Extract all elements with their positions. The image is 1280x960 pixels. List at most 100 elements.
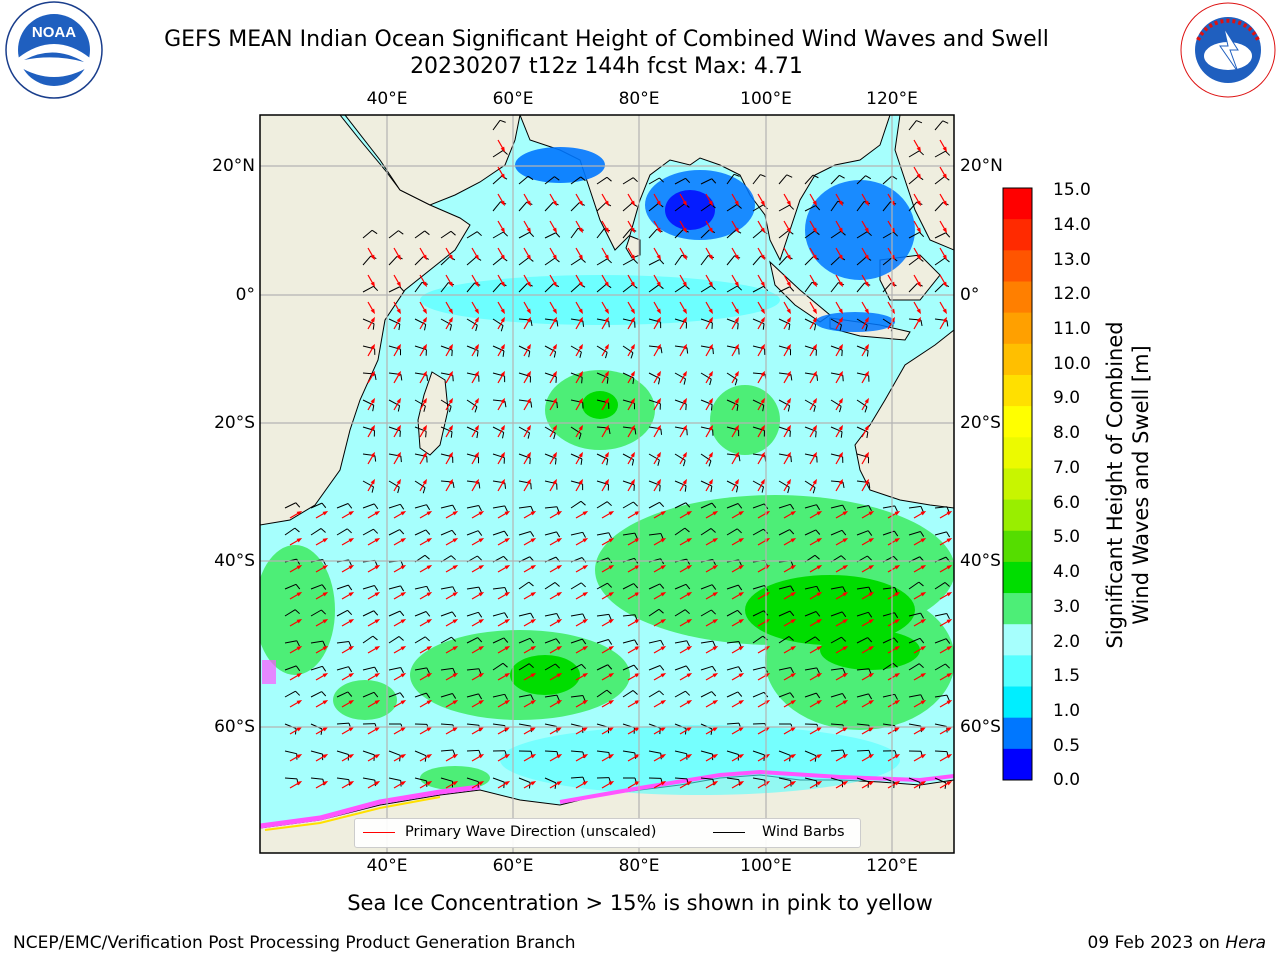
wind-barb	[778, 667, 791, 671]
wind-barb-flag	[892, 662, 898, 668]
wind-barb	[830, 636, 842, 644]
wind-barb	[752, 691, 765, 698]
wind-barb	[908, 612, 921, 617]
wind-barb-flag	[839, 174, 845, 179]
wind-barb	[934, 283, 944, 293]
wind-barb-flag	[634, 428, 637, 435]
wave-direction-arrowhead	[400, 754, 407, 759]
wave-direction-arrowhead	[374, 619, 381, 624]
wind-barb-flag	[452, 693, 457, 699]
wave-direction-arrowhead	[842, 511, 849, 516]
wind-barb-flag	[788, 323, 791, 331]
wind-barb	[804, 256, 814, 266]
wave-direction-arrowhead	[396, 308, 401, 315]
wave-high-8	[420, 766, 490, 790]
wave-direction-arrowhead	[656, 227, 661, 234]
wave-direction-arrowhead	[478, 727, 485, 732]
wave-direction-arrowhead	[374, 754, 381, 759]
wind-barb	[700, 502, 713, 509]
wind-barb	[700, 178, 713, 185]
colorbar-segment	[1003, 593, 1032, 625]
wave-direction-arrowhead	[370, 316, 375, 323]
wind-barb	[362, 635, 374, 644]
wind-barb	[492, 530, 505, 536]
wave-direction-arrowhead	[920, 754, 927, 759]
wave-direction-arrowhead	[296, 754, 303, 759]
wind-barb	[518, 231, 530, 239]
wave-direction-arrowhead	[452, 673, 459, 678]
wind-barb-flag	[294, 609, 300, 615]
wave-direction-arrowhead	[708, 308, 713, 315]
wave-direction-arrowhead	[660, 673, 667, 678]
wave-direction-arrowhead	[370, 370, 375, 377]
wave-direction-arrowhead	[552, 308, 557, 315]
wind-barb-flag	[658, 690, 664, 696]
wind-barb	[674, 665, 687, 671]
wave-direction-arrowhead	[452, 781, 459, 786]
wave-direction-arrowhead	[682, 316, 687, 323]
wind-barb	[388, 230, 399, 239]
wave-direction-arrowhead	[400, 619, 407, 624]
wave-direction-arrowhead	[374, 700, 381, 705]
wind-barb-flag	[657, 459, 660, 466]
wind-barb	[934, 506, 947, 509]
wind-barb-flag	[786, 174, 793, 178]
colorbar-label: 8.0	[1053, 423, 1081, 443]
wave-direction-arrowhead	[816, 727, 823, 732]
wave-direction-arrowhead	[582, 538, 589, 543]
wind-barb-flag	[322, 559, 326, 566]
wind-barb-flag	[296, 558, 301, 565]
wave-direction-arrowhead	[734, 281, 739, 288]
wind-barb	[622, 690, 634, 698]
wind-barb-flag	[426, 667, 430, 674]
wind-barb	[648, 259, 660, 266]
wind-barb-flag	[400, 374, 403, 381]
wave-direction-arrowhead	[608, 565, 615, 570]
wind-barb	[934, 257, 946, 266]
wind-barb-flag	[842, 668, 846, 675]
wind-barb-flag	[606, 501, 612, 507]
wind-barb-flag	[373, 691, 379, 698]
wave-direction-arrowhead	[682, 254, 687, 261]
wind-barb-flag	[684, 609, 690, 615]
wind-barb	[518, 175, 529, 185]
wind-barb-flag	[868, 586, 872, 593]
wave-direction-arrowhead	[868, 781, 875, 786]
wave-direction-arrowhead	[526, 308, 531, 315]
wind-barb	[570, 453, 583, 460]
wind-barb	[674, 640, 687, 644]
wave-direction-arrowhead	[500, 146, 505, 153]
wind-barb	[648, 583, 661, 590]
wave-direction-arrowhead	[296, 511, 303, 516]
wind-barb-flag	[555, 638, 561, 644]
wind-barb	[726, 750, 739, 755]
wind-barb-flag	[529, 232, 535, 238]
wave-direction-arrowhead	[660, 700, 667, 705]
colorbar-label: 0.0	[1053, 770, 1081, 790]
wave-direction-arrowhead	[530, 727, 537, 732]
wind-barb-flag	[790, 374, 793, 381]
wave-direction-arrowhead	[500, 254, 505, 261]
wave-direction-arrowhead	[760, 451, 765, 458]
footer-date: 09 Feb 2023 on Hera	[1088, 933, 1266, 953]
wave-direction-arrowhead	[578, 200, 583, 207]
wave-direction-arrowhead	[842, 646, 849, 651]
wind-barb	[284, 502, 297, 509]
colorbar-segment	[1003, 250, 1032, 282]
wind-barb-flag	[632, 177, 638, 183]
wind-barb-flag	[867, 612, 873, 618]
wave-direction-arrowhead	[426, 565, 433, 570]
wave-direction-arrowhead	[656, 478, 661, 485]
wind-barb-flag	[504, 587, 508, 594]
wind-barb-flag	[607, 557, 613, 564]
wave-direction-arrowhead	[348, 754, 355, 759]
wave-direction-arrowhead	[838, 281, 843, 288]
wind-barb-flag	[478, 482, 481, 489]
wave-direction-arrowhead	[890, 281, 895, 288]
wind-barb	[752, 585, 765, 590]
wind-barb-flag	[372, 323, 375, 330]
wave-direction-arrowhead	[712, 619, 719, 624]
wave-direction-arrowhead	[790, 538, 797, 543]
wind-barb-flag	[633, 664, 639, 671]
wind-barb	[440, 282, 449, 293]
